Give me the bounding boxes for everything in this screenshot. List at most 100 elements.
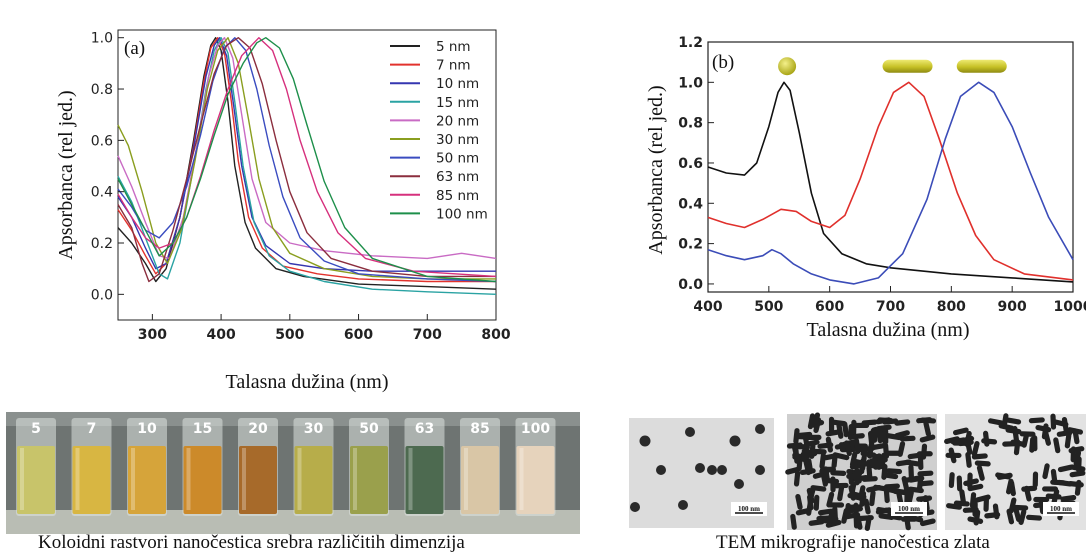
nanorod	[897, 441, 906, 457]
nanorod	[795, 493, 803, 510]
nanorod	[863, 498, 871, 515]
chart-b-series-line-1	[707, 81, 1074, 281]
chart-b-y-tick-label: 0.8	[678, 116, 703, 132]
chart-b-y-tick-label: 0.2	[678, 237, 703, 253]
vial-label: 10	[137, 421, 157, 437]
nanorod	[885, 450, 902, 456]
nanorod	[793, 470, 801, 487]
nanorod	[995, 472, 1011, 480]
nanorod	[948, 472, 955, 489]
nanorod	[866, 465, 873, 482]
nanorod	[790, 513, 797, 530]
vial: 5	[16, 418, 56, 516]
legend-label: 15 nm	[436, 95, 479, 111]
chart-a-x-tick-label: 300	[138, 327, 167, 343]
nanorod	[843, 440, 852, 457]
nanorod	[793, 447, 800, 464]
chart-b-y-tick-label: 1.2	[678, 35, 703, 51]
chart-a-y-tick-label: 0.2	[91, 236, 113, 252]
vial-label: 50	[359, 421, 379, 437]
nanorod	[950, 437, 967, 445]
nanorod	[807, 413, 816, 430]
nanorod	[1019, 431, 1036, 437]
sphere-particle-icon	[778, 57, 797, 76]
vial: 100	[515, 418, 556, 516]
nanorod	[803, 459, 812, 476]
nanorod	[855, 513, 863, 530]
chart-a-series-line-3	[117, 37, 497, 295]
nanorod	[974, 460, 991, 467]
chart-a-y-axis-label: Apsorbanca (rel jed.)	[55, 90, 77, 259]
nanosphere	[717, 465, 727, 475]
chart-b-shape-markers	[778, 57, 1007, 76]
nanorod	[828, 416, 835, 433]
legend-label: 85 nm	[436, 188, 479, 204]
nanorod	[945, 452, 962, 459]
chart-a-series-group	[117, 37, 497, 295]
nanosphere	[755, 465, 765, 475]
nanorod	[1064, 432, 1072, 449]
chart-a-y-tick-label: 1.0	[91, 31, 113, 47]
chart-b-y-tick-label: 0.6	[678, 156, 703, 172]
nanorod	[1026, 514, 1042, 521]
nanorod	[847, 506, 863, 514]
nanorod	[1053, 437, 1061, 454]
chart-a-y-tick-label: 0.4	[91, 185, 113, 201]
chart-a-y-tick-label: 0.0	[91, 287, 113, 303]
chart-b-series-line-0	[707, 81, 1074, 283]
nanorod	[1002, 441, 1019, 447]
legend-label: 5 nm	[436, 39, 471, 55]
nanorod	[850, 491, 867, 500]
rod-particle-icon	[956, 59, 1007, 73]
chart-a-x-tick-label: 400	[206, 327, 235, 343]
legend-label: 50 nm	[436, 151, 479, 167]
nanorod	[876, 453, 885, 470]
nanorod	[857, 515, 874, 522]
nanorod	[826, 491, 835, 508]
nanorod	[877, 417, 894, 424]
nanorod	[946, 503, 962, 510]
nanorod	[983, 495, 990, 512]
chart-a-series-line-8	[117, 37, 497, 278]
chart-b-x-tick-label: 900	[998, 299, 1027, 315]
vial: 10	[127, 418, 167, 516]
chart-a-y-tick-label: 0.8	[91, 82, 113, 98]
nanorod	[830, 476, 836, 493]
legend-label: 63 nm	[436, 169, 479, 185]
chart-a-x-tick-label: 500	[275, 327, 304, 343]
nanorod	[842, 421, 849, 438]
tem-images: 100 nm 100 nm 100 nm	[629, 412, 1086, 531]
nanorod	[923, 420, 931, 437]
chart-a-series-line-6	[117, 37, 497, 283]
nanorod	[916, 495, 933, 502]
chart-b-series-group	[707, 81, 1074, 285]
chart-a-x-ticks: 300 400 500 600 700 800	[138, 314, 511, 343]
nanorod	[1056, 430, 1073, 437]
chart-b-panel-label: (b)	[712, 52, 734, 73]
nanorod	[1006, 478, 1014, 495]
nanorod	[907, 486, 924, 494]
nanorod	[828, 502, 845, 508]
nanorod	[973, 509, 981, 526]
nanorod	[882, 472, 899, 480]
chart-a-series-line-4	[117, 37, 497, 260]
vial: 7	[71, 418, 112, 516]
tem-caption: TEM mikrografije nanočestica zlata	[716, 532, 990, 553]
nanorod	[904, 459, 921, 467]
nanorod	[908, 464, 914, 481]
nanosphere	[630, 502, 640, 512]
nanorod	[1042, 486, 1059, 492]
nanorod	[1033, 496, 1050, 503]
chart-b-x-axis-label: Talasna dužina (nm)	[807, 319, 970, 341]
nanorod	[1032, 471, 1039, 488]
nanorod	[956, 475, 963, 492]
nanosphere	[678, 500, 688, 510]
legend-label: 7 nm	[436, 58, 471, 74]
scale-bar-label: 100 nm	[898, 505, 920, 513]
nanorod	[807, 487, 816, 504]
nanorod	[825, 519, 842, 528]
nanorod	[952, 427, 969, 436]
vial: 50	[349, 418, 389, 516]
